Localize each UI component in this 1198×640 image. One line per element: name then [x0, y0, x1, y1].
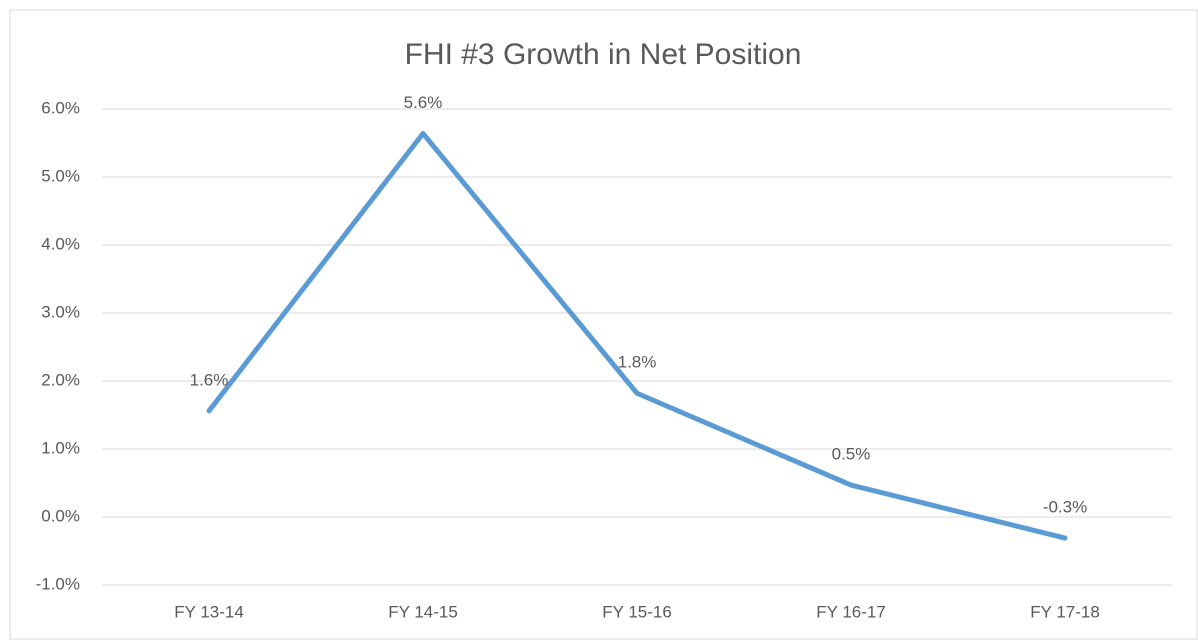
- data-line: [206, 130, 1068, 541]
- x-tick-label: FY 17-18: [1030, 602, 1100, 621]
- y-tick-label: 0.0%: [41, 506, 80, 525]
- chart-frame: [9, 9, 1198, 640]
- x-tick-label: FY 14-15: [388, 602, 458, 621]
- data-label: -0.3%: [1043, 498, 1087, 517]
- x-tick-label: FY 16-17: [816, 602, 886, 621]
- x-tick-label: FY 15-16: [602, 602, 672, 621]
- y-tick-label: 6.0%: [41, 98, 80, 117]
- chart-title: FHI #3 Growth in Net Position: [405, 38, 802, 71]
- y-tick-label: 5.0%: [41, 166, 80, 185]
- y-tick-label: 2.0%: [41, 370, 80, 389]
- x-tick-label: FY 13-14: [174, 602, 244, 621]
- y-tick-label: -1.0%: [36, 574, 80, 593]
- data-label: 5.6%: [404, 93, 443, 112]
- y-tick-label: 4.0%: [41, 234, 80, 253]
- data-label: 1.8%: [618, 353, 657, 372]
- y-tick-label: 3.0%: [41, 302, 80, 321]
- data-label: 1.6%: [190, 370, 229, 389]
- data-label: 0.5%: [832, 445, 871, 464]
- y-tick-label: 1.0%: [41, 438, 80, 457]
